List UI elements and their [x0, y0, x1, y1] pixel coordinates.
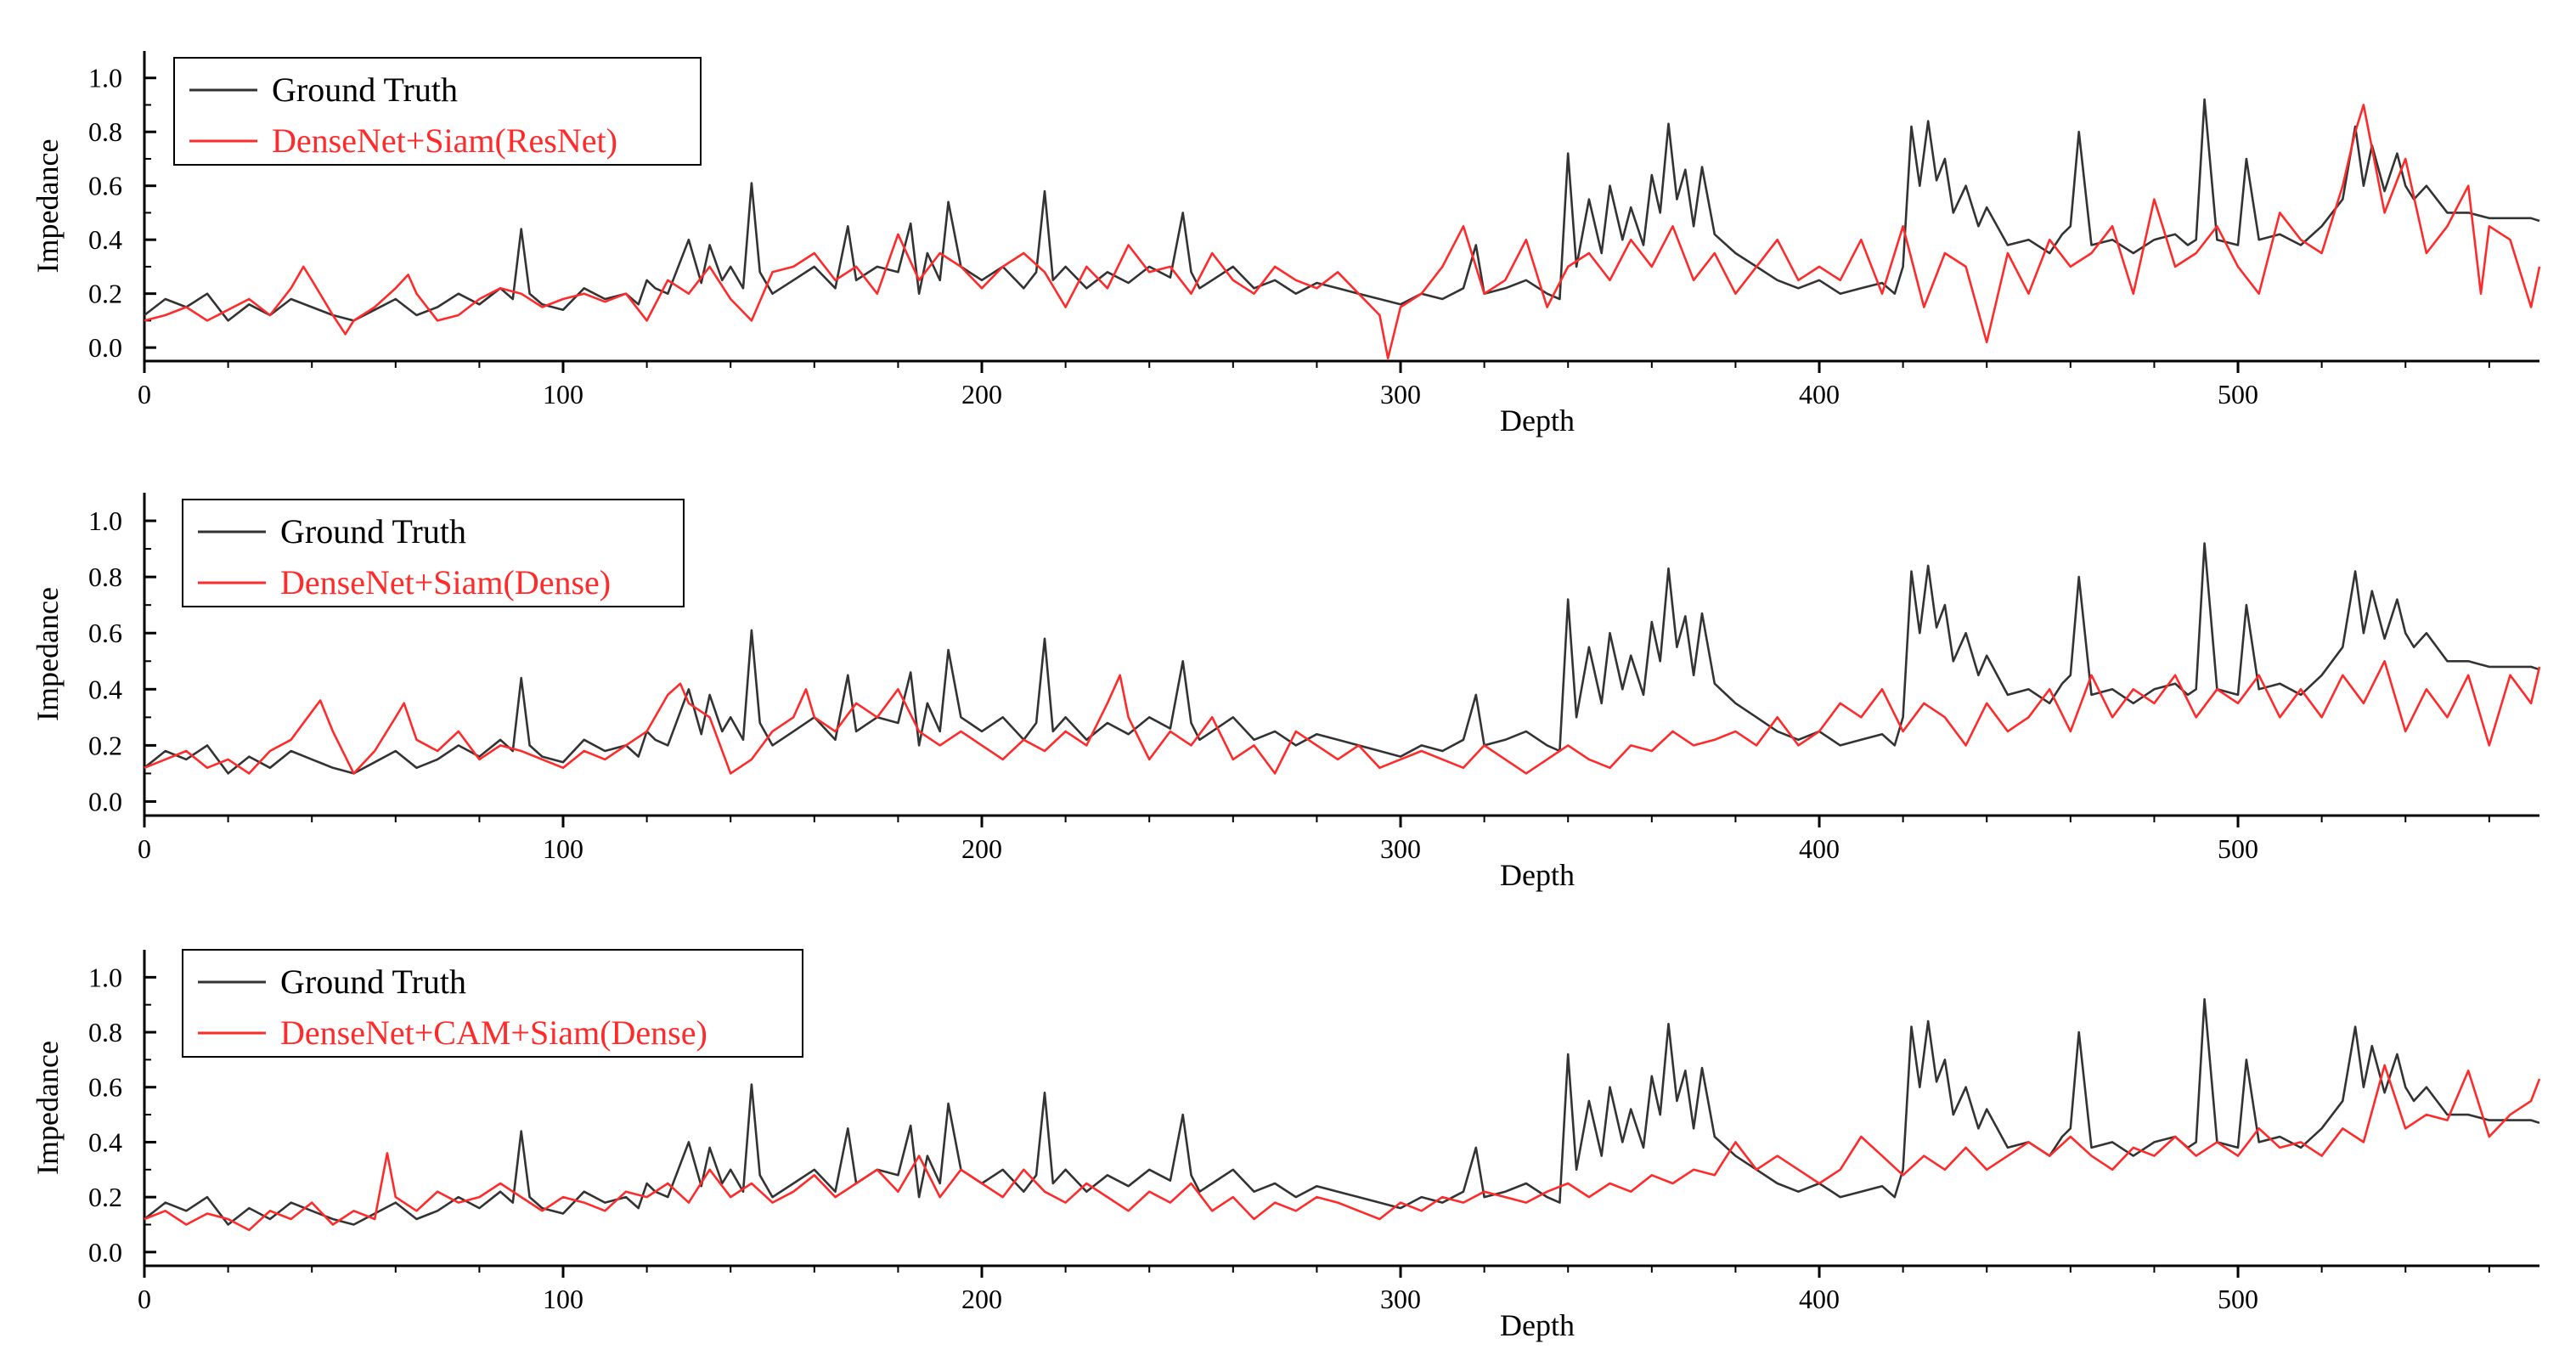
chart-panel-3: 0.0 0.2 0.4 0.6 0.8 1.0 0 100 200 300 400 500 Depth I… — [31, 949, 2541, 1342]
series-line-ground-truth — [144, 542, 2540, 775]
x-tick-label: 100 — [543, 379, 583, 409]
y-axis-title: Impedance — [31, 139, 65, 274]
x-tick-label: 400 — [1799, 833, 1840, 864]
y-axis-title: Impedance — [31, 587, 65, 721]
y-tick-label: 0.0 — [88, 332, 122, 363]
legend-label: DenseNet+Siam(Dense) — [280, 563, 611, 601]
y-tick-label: 0.0 — [88, 1237, 122, 1268]
x-tick-label: 100 — [543, 1284, 583, 1314]
legend-label: Ground Truth — [280, 512, 466, 550]
legend-label: Ground Truth — [280, 963, 466, 1001]
y-tick-label: 0.4 — [88, 1126, 122, 1157]
legend-label: DenseNet+CAM+Siam(Dense) — [280, 1013, 707, 1052]
series-line-prediction — [144, 659, 2541, 775]
x-tick-label: 200 — [961, 833, 1002, 864]
x-tick-label: 300 — [1380, 379, 1421, 409]
x-tick-label: 200 — [961, 379, 1002, 409]
x-tick-label: 300 — [1380, 833, 1421, 864]
x-tick-label: 0 — [138, 833, 151, 864]
y-tick-label: 0.8 — [88, 562, 122, 592]
y-tick-label: 0.0 — [88, 786, 122, 816]
x-tick-label: 300 — [1380, 1284, 1421, 1314]
x-axis-title: Depth — [1500, 858, 1575, 892]
y-tick-label: 0.2 — [88, 279, 122, 309]
y-tick-label: 0.6 — [88, 171, 122, 201]
y-tick-label: 0.2 — [88, 1182, 122, 1212]
y-tick-label: 0.8 — [88, 1017, 122, 1047]
legend-box — [182, 499, 685, 607]
y-tick-label: 0.4 — [88, 674, 122, 704]
x-tick-label: 0 — [138, 379, 151, 409]
x-tick-label: 400 — [1799, 1284, 1840, 1314]
y-tick-label: 0.2 — [88, 730, 122, 760]
x-axis-title: Depth — [1500, 1308, 1575, 1342]
x-tick-label: 500 — [2218, 379, 2258, 409]
y-tick-label: 0.8 — [88, 116, 122, 147]
x-tick-label: 100 — [543, 833, 583, 864]
legend-box — [173, 57, 702, 166]
series-line-prediction — [144, 1064, 2541, 1232]
y-tick-label: 1.0 — [88, 962, 122, 992]
legend-label: Ground Truth — [272, 71, 458, 109]
chart-panel-1: 0.0 0.2 0.4 0.6 0.8 1.0 0 100 200 300 400 500 Depth I… — [31, 51, 2541, 438]
x-tick-label: 0 — [138, 1284, 151, 1314]
legend-box — [182, 949, 803, 1058]
chart-panel-2: 0.0 0.2 0.4 0.6 0.8 1.0 0 100 200 300 400 500 Depth I… — [31, 493, 2541, 892]
y-tick-label: 1.0 — [88, 505, 122, 536]
x-axis-title: Depth — [1500, 404, 1575, 438]
y-tick-label: 1.0 — [88, 63, 122, 93]
series-line-prediction — [144, 104, 2541, 360]
x-tick-label: 200 — [961, 1284, 1002, 1314]
series-line-ground-truth — [144, 997, 2540, 1226]
y-tick-label: 0.6 — [88, 1072, 122, 1103]
x-tick-label: 500 — [2218, 833, 2258, 864]
series-line-ground-truth — [144, 98, 2540, 322]
y-tick-label: 0.4 — [88, 224, 122, 255]
x-tick-label: 400 — [1799, 379, 1840, 409]
x-tick-label: 500 — [2218, 1284, 2258, 1314]
y-axis-title: Impedance — [31, 1041, 65, 1175]
y-tick-label: 0.6 — [88, 618, 122, 648]
legend-label: DenseNet+Siam(ResNet) — [272, 121, 617, 160]
